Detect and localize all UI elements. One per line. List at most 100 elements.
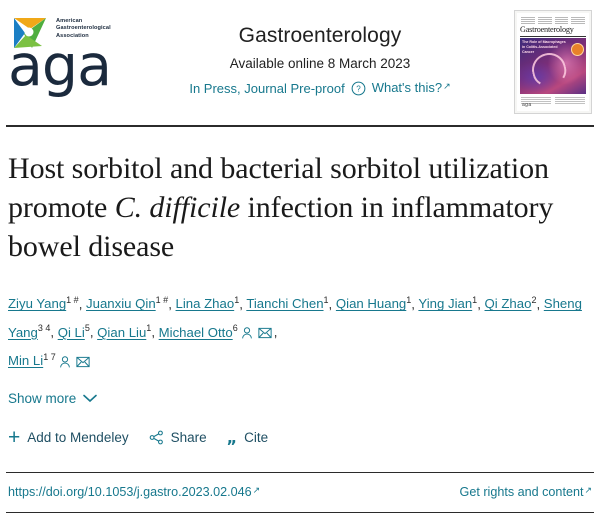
cover-bottom-lines [521, 97, 585, 104]
author-affiliation-sup: 1 7 [43, 351, 56, 362]
author-separator: , [477, 296, 485, 312]
share-label: Share [170, 430, 207, 446]
author-name[interactable]: Juanxiu Qin [86, 296, 156, 312]
author-affiliation-sup: 1 [234, 295, 240, 305]
author-entry[interactable]: Ying Jian1 [418, 295, 477, 312]
quote-icon: „ [226, 427, 238, 447]
author-separator: , [239, 296, 243, 312]
aga-society-logo[interactable]: American Gastroenterological Association… [6, 14, 134, 96]
article-actions-bar: + Add to Mendeley Share „ Cite [8, 425, 592, 449]
external-link-arrow-icon: ↗ [584, 485, 592, 495]
person-icon[interactable] [240, 326, 254, 340]
rights-label: Get rights and content [459, 485, 584, 499]
external-link-arrow-icon: ↗ [252, 485, 261, 495]
add-to-mendeley-label: Add to Mendeley [27, 430, 129, 446]
show-more-authors-button[interactable]: Show more [8, 391, 98, 407]
prepress-status-row: In Press, Journal Pre-proof ? What's thi… [140, 78, 500, 99]
external-link-arrow-icon: ↗ [443, 81, 451, 91]
title-part-2: infection in inflammatory bowel disease [8, 191, 554, 263]
chevron-down-icon [83, 391, 98, 406]
author-affiliation-sup: 2 [531, 295, 537, 305]
author-name[interactable]: Ying Jian [418, 296, 473, 312]
doi-link[interactable]: https://doi.org/10.1053/j.gastro.2023.02… [8, 485, 260, 499]
author-name[interactable]: Sheng Yang [8, 296, 582, 340]
doi-row: https://doi.org/10.1053/j.gastro.2023.02… [8, 473, 592, 512]
footer-top-divider [6, 472, 594, 473]
author-separator: , [168, 296, 172, 312]
envelope-icon[interactable] [76, 356, 90, 368]
author-entry[interactable]: Qian Huang1 [335, 295, 411, 312]
author-name[interactable]: Qian Huang [335, 296, 407, 312]
available-online-date: Available online 8 March 2023 [229, 56, 411, 71]
aga-triangle-mark [14, 18, 46, 48]
author-affiliation-sup: 3 4 [37, 323, 51, 334]
journal-banner: American Gastroenterological Association… [0, 0, 600, 125]
journal-info: Gastroenterology Available online 8 Marc… [140, 22, 500, 99]
whats-this-label: What's this? [371, 80, 443, 95]
author-name[interactable]: Qi Li [57, 324, 85, 340]
author-separator: , [273, 324, 278, 340]
get-rights-and-content-link[interactable]: Get rights and content↗ [460, 485, 592, 499]
author-affiliation-sup: 1 # [155, 295, 169, 305]
share-button[interactable]: Share [149, 430, 207, 445]
whats-this-link[interactable]: What's this?↗ [372, 78, 451, 99]
aga-wordmark: aga [8, 33, 112, 99]
cover-masthead: Gastroenterology [520, 25, 586, 37]
author-entry[interactable]: Sheng Yang3 4 [8, 296, 582, 339]
author-separator: , [411, 296, 415, 312]
show-more-label: Show more [8, 391, 77, 407]
author-entry[interactable]: Ziyu Yang1 # [8, 295, 79, 312]
person-icon[interactable] [58, 355, 72, 369]
plus-icon: + [8, 425, 21, 449]
author-affiliation-sup: 1 [323, 295, 329, 305]
author-name[interactable]: Tianchi Chen [246, 296, 324, 312]
author-separator: , [536, 296, 541, 312]
author-affiliation-sup: 1 # [66, 295, 79, 305]
circle-question-icon[interactable]: ? [351, 81, 366, 96]
envelope-icon[interactable] [258, 327, 272, 339]
author-name[interactable]: Ziyu Yang [8, 296, 67, 312]
author-entry[interactable]: Qi Li5 [57, 323, 90, 340]
author-affiliation-sup: 5 [84, 323, 90, 334]
author-name[interactable]: Michael Otto [158, 324, 233, 340]
author-affiliation-sup: 6 [232, 323, 238, 334]
doi-text: https://doi.org/10.1053/j.gastro.2023.02… [8, 485, 252, 499]
cover-footer-logo: aga [522, 102, 532, 108]
author-entry[interactable]: Tianchi Chen1 [246, 295, 328, 312]
author-name[interactable]: Qi Zhao [484, 296, 532, 312]
cite-button[interactable]: „ Cite [226, 427, 269, 447]
header-divider [6, 125, 594, 127]
cover-inner: Gastroenterology The Role of Macrophages… [517, 13, 589, 111]
author-name[interactable]: Qian Liu [97, 324, 147, 340]
article-footer: https://doi.org/10.1053/j.gastro.2023.02… [0, 472, 600, 513]
author-entry[interactable]: Juanxiu Qin1 # [86, 295, 168, 312]
cover-top-lines [521, 17, 585, 24]
footer-bottom-divider [6, 512, 594, 513]
journal-title: Gastroenterology [238, 24, 402, 47]
cover-headline: The Role of Macrophages in Colitis-Assoc… [522, 40, 566, 54]
author-separator: , [89, 324, 94, 340]
author-separator: , [78, 296, 83, 312]
author-entry[interactable]: Min Li1 7 [8, 352, 56, 369]
author-separator: , [328, 296, 333, 312]
prepress-label: In Press, Journal Pre-proof [189, 81, 345, 96]
author-entry[interactable]: Michael Otto6 [158, 323, 238, 340]
author-entry[interactable]: Qi Zhao2 [484, 295, 537, 312]
title-species-italic: C. difficile [114, 191, 241, 224]
author-separator: , [50, 324, 55, 340]
cover-badge-icon [571, 43, 584, 56]
aga-org-name: American Gastroenterological Association [56, 18, 111, 39]
share-network-icon [149, 430, 164, 445]
author-affiliation-sup: 1 [472, 295, 478, 305]
title-part-1: Host sorbitol and bacterial sorbitol uti… [8, 152, 549, 224]
author-affiliation-sup: 1 [146, 323, 152, 334]
author-name[interactable]: Lina Zhao [175, 296, 235, 312]
author-list: Ziyu Yang1 #, Juanxiu Qin1 #, Lina Zhao1… [8, 288, 592, 373]
author-affiliation-sup: 1 [406, 295, 412, 305]
author-separator: , [151, 324, 155, 340]
author-name[interactable]: Min Li [8, 353, 44, 369]
author-entry[interactable]: Lina Zhao1 [175, 295, 240, 312]
journal-cover-thumbnail[interactable]: Gastroenterology The Role of Macrophages… [514, 10, 592, 114]
author-entry[interactable]: Qian Liu1 [97, 323, 151, 340]
add-to-mendeley-button[interactable]: + Add to Mendeley [8, 425, 129, 449]
